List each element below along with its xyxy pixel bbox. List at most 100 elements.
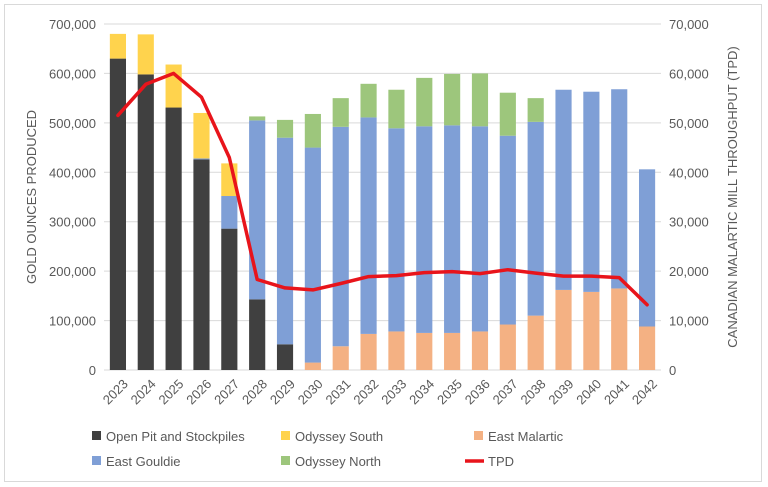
x-tick-label: 2029 (267, 376, 298, 407)
x-tick-label: 2028 (239, 376, 270, 407)
bar-open-pit-and-stockpiles (249, 299, 266, 370)
bar-east-gouldie (416, 126, 433, 333)
x-tick-label: 2027 (211, 376, 242, 407)
y-tick-label: 600,000 (49, 66, 96, 81)
legend-label: East Malartic (488, 429, 564, 444)
x-tick-label: 2033 (378, 376, 409, 407)
x-tick-label: 2038 (518, 376, 549, 407)
bar-odyssey-north (249, 116, 266, 121)
legend: Open Pit and Stockpiles Odyssey South East… (92, 429, 564, 469)
bar-odyssey-north (444, 73, 461, 126)
tpd-line (116, 71, 649, 307)
x-tick-label: 2041 (601, 376, 632, 407)
x-tick-label: 2037 (490, 376, 521, 407)
bar-east-gouldie (499, 135, 516, 325)
tpd-series-line (116, 71, 649, 307)
bar-east-malartic (527, 315, 544, 370)
bar-odyssey-south (193, 112, 210, 159)
bar-east-malartic (638, 326, 656, 370)
bar-east-gouldie (332, 126, 349, 347)
x-tick-label: 2024 (128, 376, 159, 407)
bar-east-gouldie (276, 137, 294, 345)
bar-east-malartic (444, 332, 461, 370)
y-tick-label: 300,000 (49, 215, 96, 230)
bar-open-pit-and-stockpiles (276, 344, 294, 370)
y-tick-label: 500,000 (49, 116, 96, 131)
bar-east-malartic (471, 331, 489, 370)
chart-frame (4, 4, 762, 482)
bar-odyssey-north (527, 98, 544, 122)
y-tick-label: 700,000 (49, 17, 96, 32)
bar-odyssey-north (416, 77, 433, 127)
legend-label: East Gouldie (106, 454, 180, 469)
y-tick-label: 100,000 (49, 314, 96, 329)
y2-tick-label: 10,000 (669, 314, 709, 329)
y-tick-label: 200,000 (49, 264, 96, 279)
bar-east-malartic (499, 324, 516, 370)
legend-label: TPD (488, 454, 514, 469)
legend-swatch (281, 456, 290, 465)
legend-swatch (92, 456, 101, 465)
bars (109, 33, 656, 370)
bar-east-gouldie (221, 196, 238, 229)
bar-open-pit-and-stockpiles (109, 58, 127, 370)
bar-east-gouldie (444, 125, 461, 333)
x-tick-label: 2032 (350, 376, 381, 407)
x-tick-label: 2026 (183, 376, 214, 407)
bar-open-pit-and-stockpiles (137, 74, 154, 370)
bar-odyssey-north (388, 89, 405, 129)
bar-east-gouldie (360, 117, 377, 334)
bar-east-gouldie (611, 89, 628, 289)
legend-swatch (92, 431, 101, 440)
bar-open-pit-and-stockpiles (221, 228, 238, 370)
legend-label: Odyssey South (295, 429, 383, 444)
bar-odyssey-north (471, 73, 489, 127)
y-tick-label: 400,000 (49, 165, 96, 180)
x-tick-label: 2034 (406, 376, 437, 407)
bar-east-gouldie (193, 158, 210, 160)
bar-open-pit-and-stockpiles (193, 159, 210, 370)
bar-odyssey-north (304, 113, 321, 148)
bar-east-malartic (583, 291, 600, 370)
bar-east-gouldie (304, 147, 321, 363)
x-tick-label: 2035 (434, 376, 465, 407)
x-tick-label: 2036 (462, 376, 493, 407)
bar-east-malartic (555, 289, 572, 370)
y2-tick-label: 60,000 (669, 66, 709, 81)
x-tick-label: 2030 (295, 376, 326, 407)
bar-east-malartic (611, 288, 628, 370)
y-tick-label: 0 (89, 363, 96, 378)
x-tick-label: 2031 (323, 376, 354, 407)
bar-odyssey-north (332, 98, 349, 127)
x-tick-label: 2039 (545, 376, 576, 407)
x-tick-label: 2042 (629, 376, 660, 407)
y2-tick-label: 0 (669, 363, 676, 378)
legend-label: Open Pit and Stockpiles (106, 429, 245, 444)
y2-tick-label: 50,000 (669, 116, 709, 131)
bar-east-malartic (416, 332, 433, 370)
bar-odyssey-north (499, 92, 516, 136)
legend-label: Odyssey North (295, 454, 381, 469)
legend-swatch (281, 431, 290, 440)
gridlines (104, 23, 661, 371)
bar-odyssey-north (276, 119, 294, 138)
x-tick-label: 2040 (573, 376, 604, 407)
y2-tick-label: 30,000 (669, 215, 709, 230)
bar-east-malartic (332, 346, 349, 370)
bar-open-pit-and-stockpiles (165, 107, 182, 370)
bar-odyssey-south (109, 33, 127, 59)
bar-east-gouldie (638, 169, 656, 327)
y-axis-label: GOLD OUNCES PRODUCED (24, 110, 39, 284)
bar-odyssey-north (360, 83, 377, 118)
bar-odyssey-south (165, 64, 182, 108)
bar-east-malartic (360, 333, 377, 370)
bar-east-gouldie (555, 89, 572, 290)
bar-east-gouldie (583, 91, 600, 292)
legend-swatch (474, 431, 483, 440)
bar-east-gouldie (388, 128, 405, 332)
bar-odyssey-south (137, 34, 154, 75)
y2-tick-label: 40,000 (669, 165, 709, 180)
y2-tick-label: 20,000 (669, 264, 709, 279)
y2-tick-label: 70,000 (669, 17, 709, 32)
